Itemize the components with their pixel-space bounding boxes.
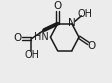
- Text: HN: HN: [34, 32, 48, 42]
- Text: O: O: [13, 33, 22, 43]
- Text: O: O: [87, 41, 96, 51]
- Text: N: N: [68, 18, 76, 28]
- Text: OH: OH: [77, 9, 92, 19]
- Text: OH: OH: [24, 50, 39, 60]
- Text: O: O: [53, 1, 62, 11]
